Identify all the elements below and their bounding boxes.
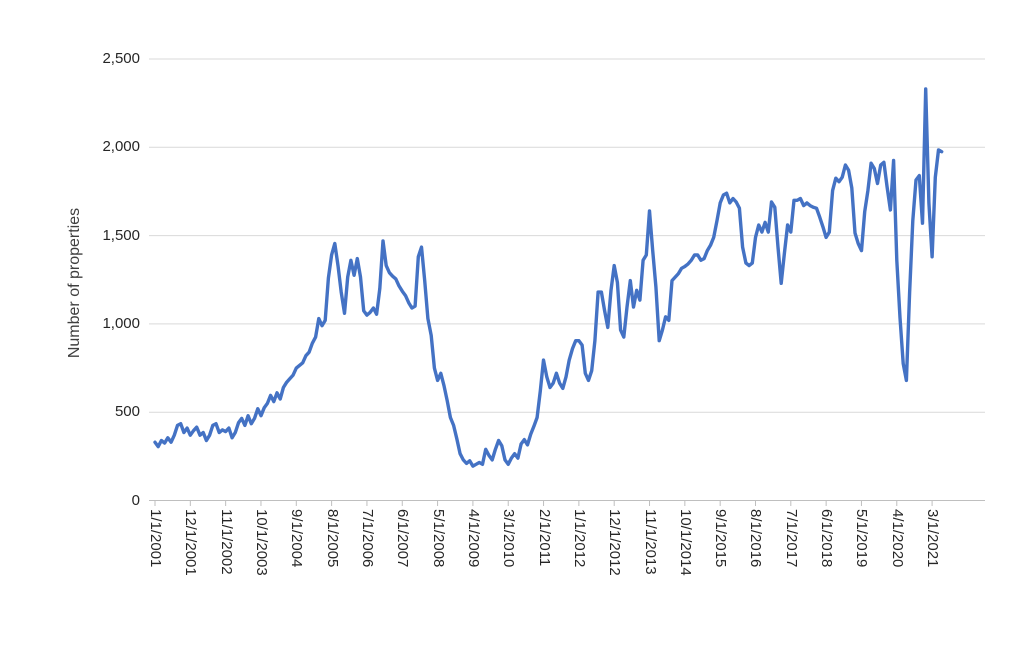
x-axis-label-8/1/2016: 8/1/2016 bbox=[747, 509, 765, 568]
x-axis-label-7/1/2006: 7/1/2006 bbox=[358, 509, 376, 568]
x-axis-label-10/1/2003: 10/1/2003 bbox=[252, 509, 270, 576]
x-axis-label-5/1/2008: 5/1/2008 bbox=[429, 509, 447, 568]
y-axis-title: Number of properties bbox=[66, 207, 83, 359]
x-axis-label-8/1/2005: 8/1/2005 bbox=[323, 509, 341, 568]
gridlines bbox=[149, 58, 985, 501]
x-axis-label-3/1/2010: 3/1/2010 bbox=[500, 509, 518, 568]
x-axis-label-3/1/2021: 3/1/2021 bbox=[924, 509, 942, 568]
data-series-line bbox=[153, 87, 944, 468]
y-axis-label-1,500: 1,500 bbox=[102, 226, 140, 244]
x-axis-label-12/1/2012: 12/1/2012 bbox=[606, 509, 624, 576]
x-axis-label-11/1/2002: 11/1/2002 bbox=[217, 509, 235, 575]
x-axis-label-2/1/2011: 2/1/2011 bbox=[535, 509, 553, 567]
y-axis-label-2,000: 2,000 bbox=[102, 138, 140, 156]
x-axis-label-11/1/2013: 11/1/2013 bbox=[641, 509, 659, 575]
x-axis-label-6/1/2018: 6/1/2018 bbox=[818, 509, 836, 568]
x-axis-label-9/1/2004: 9/1/2004 bbox=[288, 509, 306, 568]
x-axis bbox=[154, 500, 933, 506]
x-axis-label-12/1/2001: 12/1/2001 bbox=[182, 509, 200, 576]
x-axis-label-4/1/2009: 4/1/2009 bbox=[464, 509, 482, 568]
x-axis-label-1/1/2012: 1/1/2012 bbox=[570, 509, 588, 568]
x-axis-label-4/1/2020: 4/1/2020 bbox=[888, 509, 906, 568]
x-axis-label-6/1/2007: 6/1/2007 bbox=[394, 509, 412, 568]
x-axis-label-5/1/2019: 5/1/2019 bbox=[853, 509, 871, 568]
y-axis-label-0: 0 bbox=[131, 491, 140, 509]
x-axis-label-1/1/2001: 1/1/2001 bbox=[147, 509, 164, 568]
x-axis-label-9/1/2015: 9/1/2015 bbox=[712, 509, 730, 568]
y-axis-label-500: 500 bbox=[114, 403, 140, 421]
x-axis-label-10/1/2014: 10/1/2014 bbox=[676, 509, 694, 576]
y-axis-label-1,000: 1,000 bbox=[102, 314, 140, 332]
x-axis-label-7/1/2017: 7/1/2017 bbox=[782, 509, 800, 568]
y-axis-label-2,500: 2,500 bbox=[102, 50, 140, 67]
